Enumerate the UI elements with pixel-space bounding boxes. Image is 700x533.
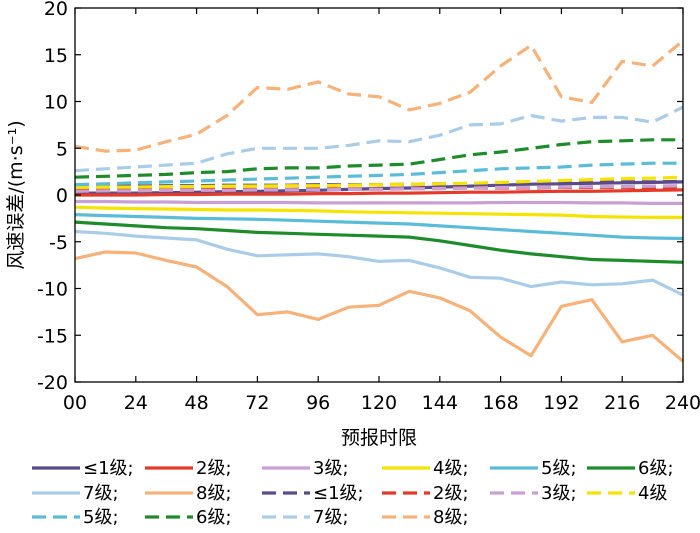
- x-axis-ticks: 00 24 48 72 96 120 144 168 192 216 240: [63, 8, 700, 414]
- x-tick-label: 240: [665, 392, 700, 414]
- legend-label: 2级;: [433, 483, 469, 504]
- x-tick-label: 96: [306, 392, 330, 414]
- legend-label: ≤1级;: [83, 458, 134, 479]
- x-tick-label: 24: [124, 392, 148, 414]
- legend-label: 6级;: [196, 507, 232, 528]
- legend-label: 3级;: [541, 483, 577, 504]
- legend-label: 8级;: [196, 483, 232, 504]
- series-line-14: [74, 138, 683, 179]
- y-tick-label: 15: [44, 45, 68, 67]
- series-line-12: [74, 175, 684, 190]
- y-tick-label: -5: [49, 232, 68, 254]
- x-tick-label: 144: [422, 392, 458, 414]
- series-line-8: [74, 250, 685, 363]
- series-line-15: [74, 105, 684, 173]
- x-axis-title: 预报时限: [341, 427, 417, 449]
- x-tick-label: 00: [63, 392, 87, 414]
- x-tick-label: 72: [245, 392, 269, 414]
- legend-label: 4级;: [433, 458, 469, 479]
- legend-label: 5级;: [83, 507, 119, 528]
- x-tick-label: 48: [185, 392, 209, 414]
- series-line-16: [74, 39, 685, 153]
- legend-label: 3级;: [313, 458, 349, 479]
- y-tick-label: -10: [37, 279, 68, 301]
- series-line-6: [74, 220, 684, 264]
- x-tick-label: 216: [604, 392, 640, 414]
- legend-label: 6级;: [638, 458, 674, 479]
- legend-label: 7级;: [313, 507, 349, 528]
- series-line-13: [74, 161, 683, 187]
- series-line-11: [74, 184, 684, 193]
- series-line-4: [74, 205, 683, 219]
- y-tick-label: -20: [37, 372, 68, 394]
- y-axis-title: 风速误差/(m·s⁻¹): [5, 120, 27, 269]
- series-line-3: [75, 199, 683, 205]
- x-tick-label: 168: [482, 392, 518, 414]
- legend-label: 7级;: [83, 483, 119, 504]
- x-tick-label: 120: [361, 392, 397, 414]
- legend-label: 4级: [638, 483, 667, 504]
- y-tick-label: 0: [56, 185, 68, 207]
- x-tick-label: 192: [543, 392, 579, 414]
- legend: ≤1级; 2级; 3级; 4级; 5级; 6级; 7级; 8级; ≤1级; 2级; 3级; 4级 5级;…: [32, 458, 674, 528]
- y-tick-label: -15: [37, 325, 68, 347]
- series-line-5: [74, 213, 684, 241]
- y-tick-label: 20: [44, 0, 68, 20]
- plot-lines: [74, 39, 685, 363]
- y-tick-label: 10: [44, 92, 68, 114]
- series-line-7: [74, 229, 684, 297]
- y-tick-label: 5: [56, 138, 68, 160]
- legend-label: 2级;: [196, 458, 232, 479]
- legend-label: 8级;: [433, 507, 469, 528]
- legend-label: 5级;: [541, 458, 577, 479]
- legend-label: ≤1级;: [313, 483, 364, 504]
- y-axis-ticks: -20 -15 -10 -5 0 5 10 15 20: [37, 0, 683, 394]
- series-line-2: [75, 188, 684, 197]
